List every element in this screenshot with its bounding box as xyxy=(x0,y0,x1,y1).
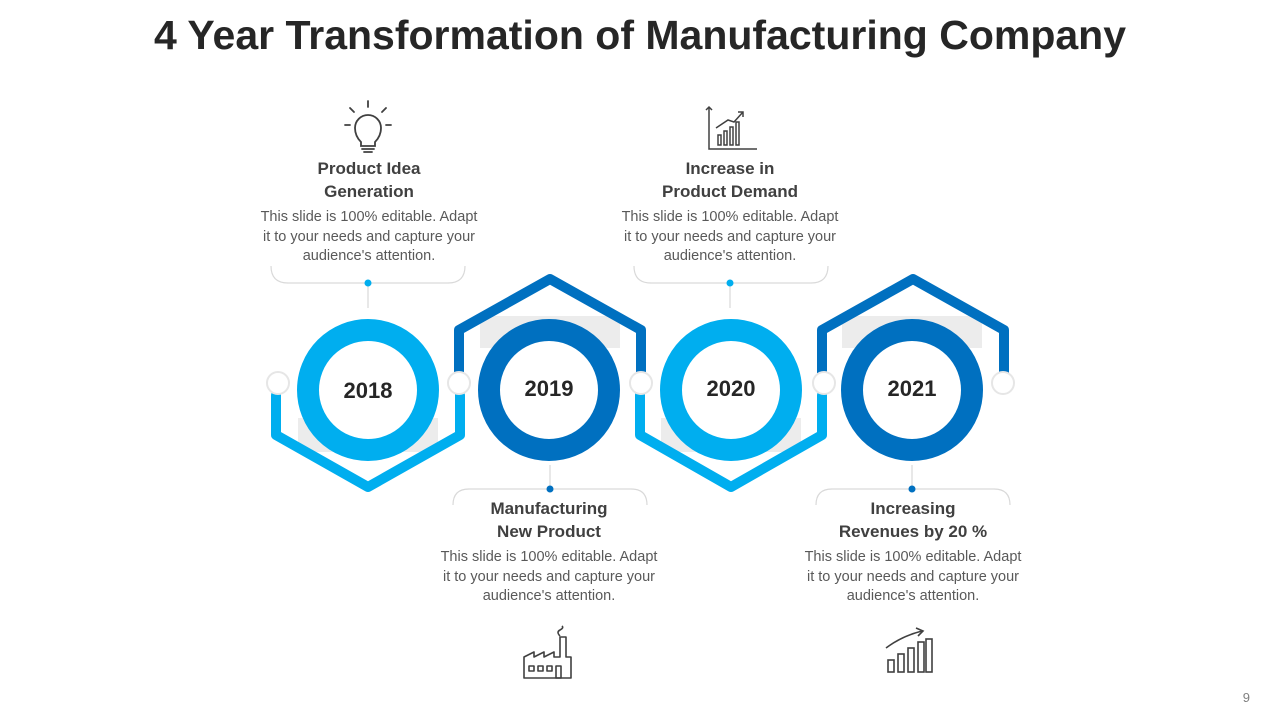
hex-frame-2021 xyxy=(817,274,1009,387)
bracket-dot xyxy=(364,279,372,287)
bracket-dot xyxy=(908,485,916,493)
milestone-heading: Increasing Revenues by 20 % xyxy=(838,499,988,541)
year-label-2019: 2019 xyxy=(525,376,574,401)
ring-2018 xyxy=(297,319,439,461)
milestone-text-2021: Increasing Revenues by 20 % This slide i… xyxy=(783,497,1043,607)
lightbulb-icon xyxy=(344,100,392,153)
year-label-2021: 2021 xyxy=(888,376,937,401)
ring-2019 xyxy=(478,319,620,461)
year-label-2018: 2018 xyxy=(344,378,393,403)
connector-node xyxy=(266,371,290,395)
connector-node xyxy=(812,371,836,395)
connector-node xyxy=(447,371,471,395)
milestone-description: This slide is 100% editable. Adapt it to… xyxy=(440,549,658,604)
milestone-heading: Increase in Product Demand xyxy=(661,159,799,201)
connector-node xyxy=(991,371,1015,395)
milestone-heading: Manufacturing New Product xyxy=(490,499,608,541)
hex-frame-2020 xyxy=(635,390,827,492)
milestone-text-2020: Increase in Product Demand This slide is… xyxy=(600,157,860,267)
connector-nodes xyxy=(266,371,1015,395)
bar-chart-arrow-icon xyxy=(885,627,933,673)
ring-2021 xyxy=(841,319,983,461)
year-label-2020: 2020 xyxy=(707,376,756,401)
milestone-heading: Product Idea Generation xyxy=(317,159,421,201)
factory-icon xyxy=(523,625,572,679)
milestone-text-2018: Product Idea Generation This slide is 10… xyxy=(239,157,499,267)
milestone-description: This slide is 100% editable. Adapt it to… xyxy=(621,209,839,264)
slide-title: 4 Year Transformation of Manufacturing C… xyxy=(153,12,1127,58)
bracket-dot xyxy=(726,279,734,287)
bracket-dot xyxy=(546,485,554,493)
hex-frame-2018 xyxy=(271,390,465,492)
hex-frame-2019 xyxy=(454,274,646,387)
page-number: 9 xyxy=(1242,690,1250,705)
milestone-description: This slide is 100% editable. Adapt it to… xyxy=(260,209,478,264)
growth-chart-icon xyxy=(705,105,757,150)
milestone-text-2019: Manufacturing New Product This slide is … xyxy=(419,497,679,607)
ring-2020 xyxy=(660,319,802,461)
connector-node xyxy=(629,371,653,395)
milestone-description: This slide is 100% editable. Adapt it to… xyxy=(804,549,1022,604)
